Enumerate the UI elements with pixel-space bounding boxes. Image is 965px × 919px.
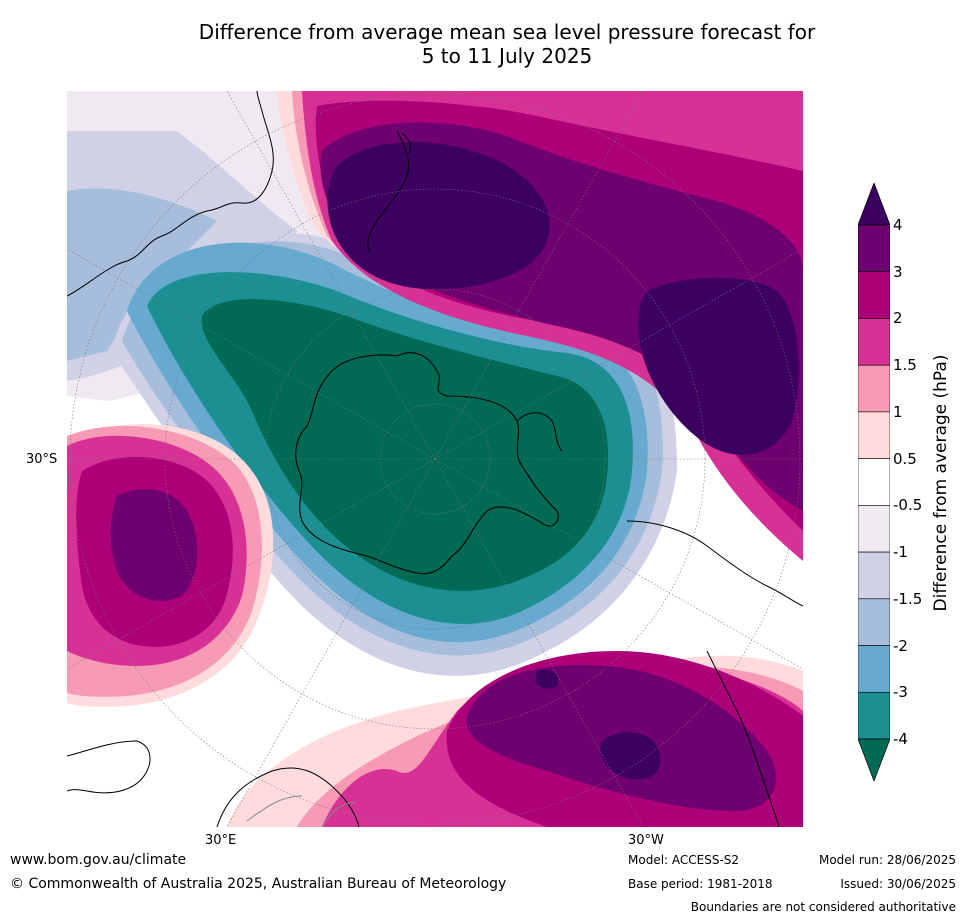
- south-america-east-coast: [706, 650, 780, 827]
- footer-model-run: Model run: 28/06/2025: [818, 853, 956, 867]
- nz-positive-core: [327, 142, 550, 290]
- lat-label-30s: 30°S: [26, 452, 58, 467]
- colorbar-min-extension: [858, 738, 890, 781]
- south-america-coastline: [626, 520, 803, 607]
- footer-disclaimer: Boundaries are not considered authoritat…: [690, 900, 956, 914]
- indian-positive-dark: [110, 489, 198, 601]
- colorbar-max-extension: [858, 183, 890, 226]
- colorbar-tick-label: -2: [893, 636, 908, 655]
- antarctica-outline: [295, 352, 559, 575]
- colorbar-band: [858, 411, 890, 459]
- colorbar-tick-label: 0.5: [893, 449, 917, 468]
- graticule: [67, 91, 803, 827]
- colorbar-tick-label: -4: [893, 730, 908, 748]
- colorbar-tick-label: -1: [893, 543, 908, 562]
- colorbar-tick-label: -3: [893, 683, 908, 702]
- title-line-2: 5 to 11 July 2025: [421, 44, 593, 68]
- map-title: Difference from average mean sea level p…: [0, 20, 965, 68]
- colorbar-label: Difference from average (hPa): [931, 354, 951, 612]
- australia-coastline: [67, 91, 274, 297]
- colorbar-tick-label: 3: [893, 262, 903, 281]
- colorbar-band: [858, 505, 890, 553]
- atlantic-positive-core-south: [535, 669, 559, 689]
- colorbar-band: [858, 645, 890, 693]
- colorbar-band: [858, 318, 890, 366]
- colorbar-band: [858, 691, 890, 740]
- colorbar-tick-label: 1.5: [893, 356, 917, 375]
- colorbar-tick-label: 1: [893, 402, 903, 421]
- new-zealand-coastline: [367, 130, 412, 252]
- footer-base-period: Base period: 1981-2018: [628, 877, 773, 891]
- negative-band-blue-light: [67, 188, 217, 361]
- pressure-anomaly-map: [67, 91, 803, 827]
- footer-copyright: © Commonwealth of Australia 2025, Austra…: [10, 876, 507, 892]
- lon-label-30e: 30°E: [205, 833, 237, 848]
- colorbar-tick-label: -1.5: [893, 589, 923, 608]
- colorbar-band: [858, 271, 890, 319]
- title-line-1: Difference from average mean sea level p…: [198, 20, 816, 44]
- antarctic-negative-core: [201, 299, 609, 591]
- colorbar-band: [858, 598, 890, 646]
- colorbar-band: [858, 458, 890, 506]
- footer-model: Model: ACCESS-S2: [628, 853, 740, 867]
- pacific-positive-core: [638, 277, 799, 455]
- colorbar-band: [858, 364, 890, 413]
- lon-label-30w: 30°W: [628, 833, 664, 848]
- africa-coastline: [67, 740, 360, 827]
- colorbar-tick-label: -0.5: [893, 496, 923, 515]
- colorbar: [858, 183, 890, 781]
- colorbar-tick-label: 4: [893, 216, 903, 234]
- colorbar-tick-label: 2: [893, 309, 903, 328]
- footer-issued: Issued: 30/06/2025: [840, 877, 956, 891]
- africa-borders: [246, 795, 358, 827]
- colorbar-band: [858, 551, 890, 600]
- atlantic-positive-core: [600, 732, 661, 780]
- antarctic-peninsula: [516, 412, 563, 452]
- footer-website[interactable]: www.bom.gov.au/climate: [10, 852, 187, 868]
- colorbar-band: [858, 224, 890, 273]
